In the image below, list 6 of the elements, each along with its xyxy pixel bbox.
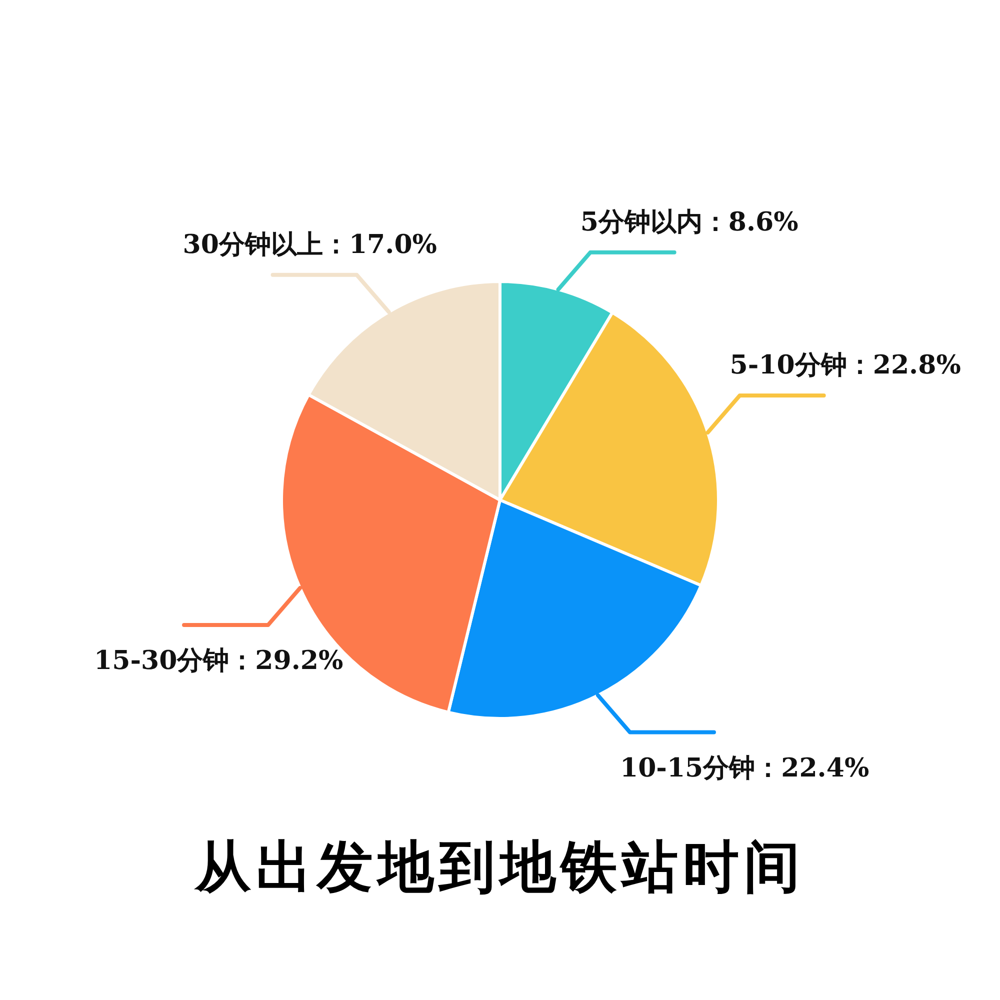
slice-label: 30分钟以上：17.0%: [182, 230, 438, 260]
text: 从出发地到地铁站时间: [193, 834, 806, 902]
slice-label: 15-30分钟：29.2%: [94, 646, 344, 676]
slice-label: 5-10分钟：22.8%: [730, 350, 962, 380]
slice-label: 10-15分钟：22.4%: [620, 753, 870, 784]
slice-label: 5分钟以内：8.6%: [580, 207, 799, 238]
